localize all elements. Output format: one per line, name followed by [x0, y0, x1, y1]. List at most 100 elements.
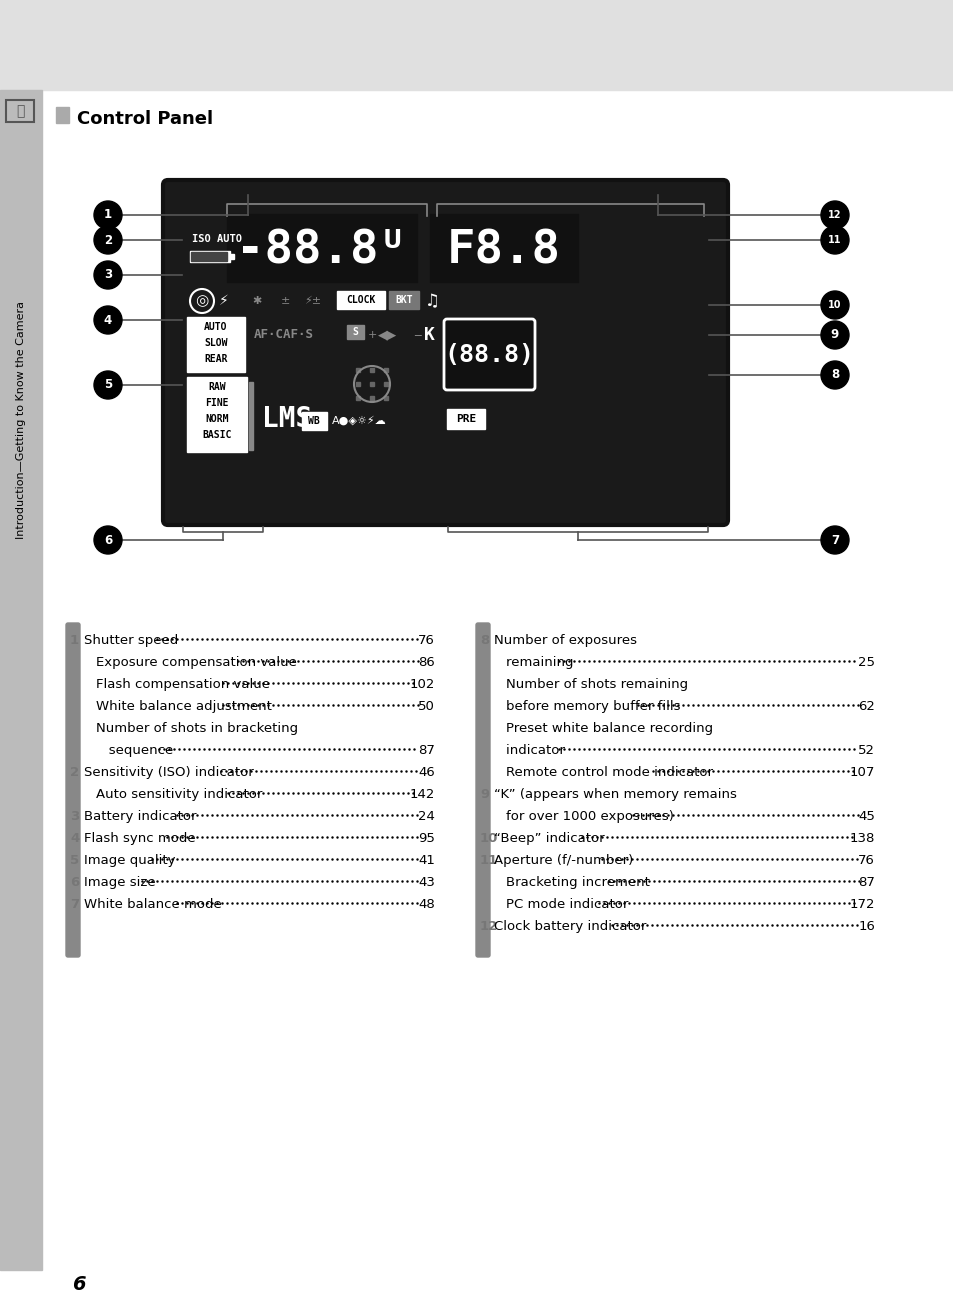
Text: 52: 52	[857, 744, 874, 757]
Text: ISO AUTO: ISO AUTO	[192, 234, 242, 244]
Bar	[336, 290, 385, 309]
Text: +: +	[368, 330, 377, 340]
Text: 76: 76	[417, 633, 435, 646]
Bar	[0, 0, 953, 89]
Text: 142: 142	[409, 788, 435, 802]
Text: remaining: remaining	[505, 656, 578, 669]
Bar	[187, 377, 247, 452]
Text: ◀▶: ◀▶	[377, 328, 396, 342]
Text: Introduction—Getting to Know the Camera: Introduction—Getting to Know the Camera	[16, 301, 26, 539]
Text: 10: 10	[479, 832, 497, 845]
Bar	[249, 382, 253, 449]
Circle shape	[821, 361, 848, 389]
Text: 87: 87	[858, 876, 874, 890]
Text: “Beep” indicator: “Beep” indicator	[494, 832, 608, 845]
Text: Flash sync mode: Flash sync mode	[84, 832, 200, 845]
Text: 5: 5	[70, 854, 79, 867]
Text: 24: 24	[417, 809, 435, 823]
Text: 11: 11	[827, 235, 841, 244]
Circle shape	[94, 226, 122, 254]
Bar	[227, 214, 416, 283]
Text: 76: 76	[858, 854, 874, 867]
Text: SLOW: SLOW	[204, 338, 228, 348]
Circle shape	[821, 226, 848, 254]
Text: 12: 12	[479, 920, 497, 933]
Text: PRE: PRE	[456, 414, 476, 424]
Text: 86: 86	[417, 656, 435, 669]
Text: Auto sensitivity indicator: Auto sensitivity indicator	[96, 788, 262, 802]
Text: 8: 8	[479, 633, 489, 646]
Text: Clock battery indicator: Clock battery indicator	[494, 920, 646, 933]
Text: ◎: ◎	[195, 293, 209, 309]
Text: “K” (appears when memory remains: “K” (appears when memory remains	[494, 788, 736, 802]
Circle shape	[821, 201, 848, 229]
Text: ─: ─	[414, 330, 420, 340]
Text: 41: 41	[417, 854, 435, 867]
Text: 5: 5	[104, 378, 112, 392]
Bar	[0, 89, 42, 1271]
Text: ±: ±	[280, 296, 290, 306]
Text: 62: 62	[858, 700, 874, 714]
Text: 46: 46	[417, 766, 435, 779]
Text: Sensitivity (ISO) indicator: Sensitivity (ISO) indicator	[84, 766, 253, 779]
Bar	[187, 317, 245, 372]
Text: 4: 4	[70, 832, 79, 845]
Text: Image quality: Image quality	[84, 854, 175, 867]
Text: Shutter speed: Shutter speed	[84, 633, 182, 646]
Text: 25: 25	[857, 656, 874, 669]
Bar	[6, 100, 34, 122]
FancyBboxPatch shape	[163, 180, 727, 526]
Text: 48: 48	[417, 897, 435, 911]
Text: 8: 8	[830, 368, 839, 381]
Circle shape	[94, 261, 122, 289]
Text: before memory buffer fills: before memory buffer fills	[505, 700, 679, 714]
Bar	[447, 409, 484, 428]
Text: ✱: ✱	[252, 296, 261, 306]
Text: Bracketing increment: Bracketing increment	[505, 876, 649, 890]
Text: Number of exposures: Number of exposures	[494, 633, 637, 646]
Circle shape	[821, 290, 848, 319]
Bar	[302, 413, 327, 430]
Text: 3: 3	[70, 809, 79, 823]
Text: ♫: ♫	[424, 292, 439, 310]
Text: Remote control mode indicator: Remote control mode indicator	[505, 766, 712, 779]
Text: 6: 6	[104, 533, 112, 547]
Text: 11: 11	[479, 854, 497, 867]
Text: REAR: REAR	[204, 353, 228, 364]
Circle shape	[94, 371, 122, 399]
Text: AF·CAF·S: AF·CAF·S	[253, 328, 314, 342]
Circle shape	[94, 201, 122, 229]
Text: 2: 2	[70, 766, 79, 779]
Text: -88.8ᵁ: -88.8ᵁ	[236, 229, 407, 273]
Bar	[389, 290, 418, 309]
Text: Image size: Image size	[84, 876, 160, 890]
Text: 10: 10	[827, 300, 841, 310]
Text: 107: 107	[849, 766, 874, 779]
Text: Number of shots remaining: Number of shots remaining	[505, 678, 687, 691]
Bar	[191, 252, 227, 261]
Text: 7: 7	[70, 897, 79, 911]
Text: 102: 102	[409, 678, 435, 691]
Text: LMS: LMS	[262, 405, 312, 434]
Circle shape	[94, 306, 122, 334]
Text: F8.8: F8.8	[447, 229, 560, 273]
Bar	[347, 325, 364, 339]
Text: Preset white balance recording: Preset white balance recording	[505, 721, 713, 735]
Text: (88.8): (88.8)	[443, 343, 534, 367]
Bar	[430, 214, 578, 283]
Text: Exposure compensation value: Exposure compensation value	[96, 656, 301, 669]
Text: S: S	[352, 327, 357, 336]
Text: 1: 1	[104, 209, 112, 222]
Text: BKT: BKT	[395, 296, 413, 305]
Bar	[230, 254, 233, 259]
Text: 50: 50	[417, 700, 435, 714]
Text: RAW: RAW	[208, 382, 226, 392]
Text: for over 1000 exposures): for over 1000 exposures)	[505, 809, 678, 823]
Text: ⚡: ⚡	[219, 294, 229, 307]
Text: White balance adjustment: White balance adjustment	[96, 700, 275, 714]
Text: 9: 9	[479, 788, 489, 802]
Text: 4: 4	[104, 314, 112, 326]
Text: Aperture (f/-number): Aperture (f/-number)	[494, 854, 637, 867]
Text: 172: 172	[848, 897, 874, 911]
Text: Number of shots in bracketing: Number of shots in bracketing	[96, 721, 297, 735]
